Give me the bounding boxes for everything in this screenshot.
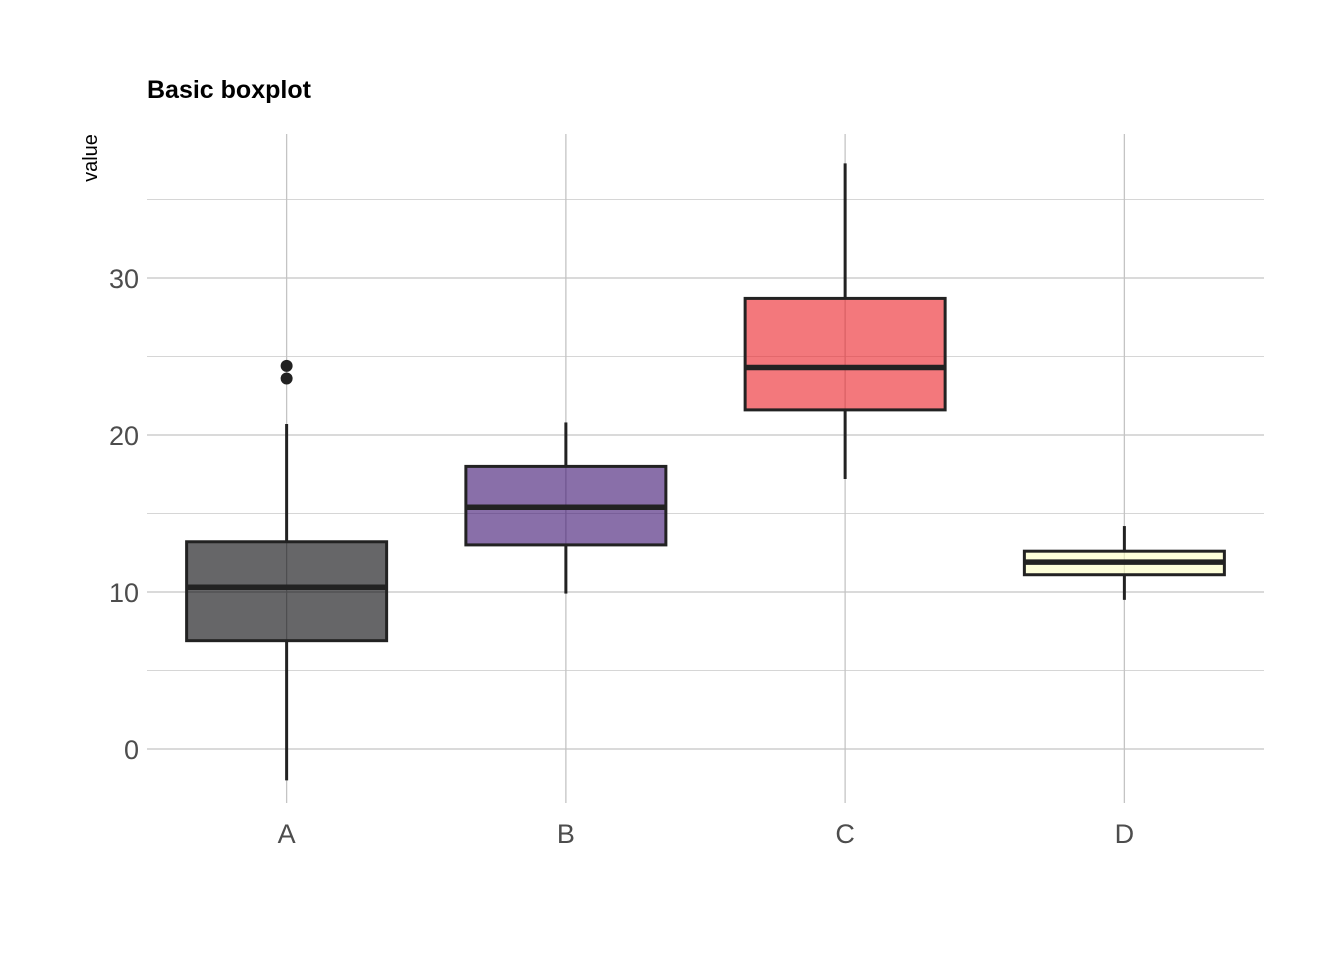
box-body — [185, 540, 389, 643]
chart-title: Basic boxplot — [147, 76, 311, 104]
box-D — [1022, 526, 1226, 600]
box-body — [743, 296, 947, 412]
boxes — [185, 163, 1226, 781]
grid — [147, 134, 1264, 803]
x-tick-label: B — [557, 819, 575, 849]
x-tick-label: D — [1115, 819, 1135, 849]
y-axis-ticks: 0 10 20 30 — [109, 264, 139, 765]
y-axis-title: value — [80, 134, 102, 182]
box-A — [185, 359, 389, 781]
outlier-point — [280, 372, 293, 385]
box-C — [743, 163, 947, 479]
y-tick-label: 20 — [109, 421, 139, 451]
y-tick-label: 30 — [109, 264, 139, 294]
x-tick-label: A — [278, 819, 296, 849]
x-axis-ticks: A B C D — [278, 819, 1135, 849]
y-tick-label: 0 — [124, 735, 139, 765]
x-tick-label: C — [835, 819, 855, 849]
outlier-point — [280, 359, 293, 372]
y-tick-label: 10 — [109, 578, 139, 608]
box-B — [464, 422, 668, 594]
